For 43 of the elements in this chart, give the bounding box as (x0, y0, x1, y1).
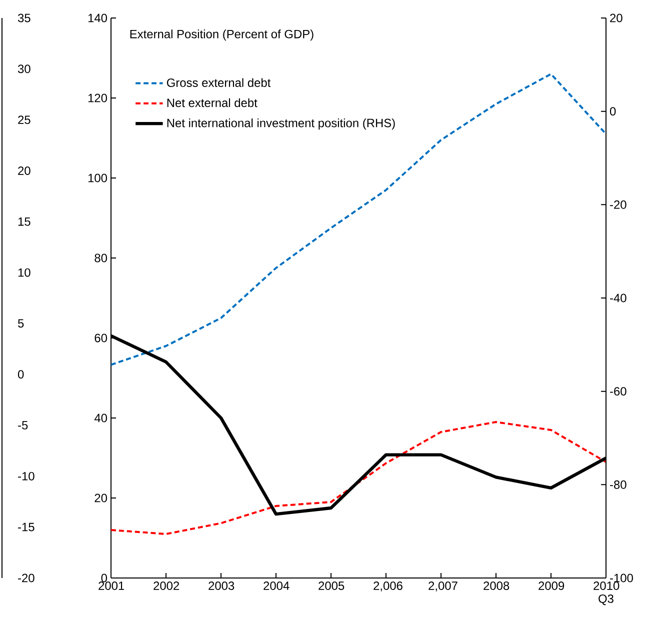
y3-tick-label: -15 (18, 522, 34, 532)
y-tick-label: 120 (88, 94, 108, 102)
x-tick-label: 2010 Q3 (594, 582, 620, 606)
y2-tick-label: 20 (610, 14, 622, 22)
text: External Position (Percent of GDP) (130, 30, 314, 41)
x-tick-label: 2001 (98, 582, 124, 590)
y3-tick-label: 15 (18, 217, 30, 226)
x-tick-label: 2009 (538, 582, 564, 590)
y3-tick-label: -10 (18, 472, 34, 480)
y2-tick-label: -60 (610, 387, 626, 396)
y3-tick-label: 25 (18, 116, 30, 124)
x-tick-label: 2003 (208, 582, 234, 590)
y2-tick-label: -100 (610, 574, 633, 582)
x-tick-label: 2,007 (428, 582, 458, 592)
y-tick-label: 100 (88, 174, 108, 182)
x-tick-label: 2008 (484, 582, 510, 590)
x-tick-label: 2,006 (374, 582, 402, 592)
x-tick-label: 2002 (154, 582, 180, 590)
y3-tick-label: 30 (18, 64, 30, 74)
x-tick-label: 2004 (264, 582, 290, 590)
y-tick-label: 20 (94, 494, 108, 502)
legend-label: Gross external debt (166, 78, 271, 87)
y-tick-label: 60 (94, 334, 108, 342)
y-tick-label: 140 (88, 14, 108, 22)
x-tick-label: 2005 (318, 582, 344, 590)
line-series (111, 421, 606, 535)
y2-tick-label: -80 (610, 480, 626, 489)
y3-tick-label: 10 (18, 268, 30, 277)
y2-tick-label: -40 (610, 294, 626, 302)
y3-tick-label: 5 (18, 319, 24, 328)
y-tick-label: 80 (94, 254, 108, 262)
y3-tick-label: 35 (18, 14, 30, 22)
y2-tick-label: -20 (610, 200, 626, 209)
legend-label: Net external debt (167, 98, 258, 108)
y3-tick-label: 0 (18, 370, 24, 379)
y-tick-label: 40 (94, 414, 108, 422)
y2-tick-label: 0 (610, 107, 616, 116)
legend-label: Net international investment position (RHS) (167, 118, 395, 130)
y3-tick-label: 20 (18, 166, 30, 175)
line-series (111, 73, 606, 366)
y3-tick-label: -5 (18, 421, 28, 430)
y3-tick-label: -20 (18, 574, 34, 582)
y-tick-label: 0 (101, 574, 108, 582)
